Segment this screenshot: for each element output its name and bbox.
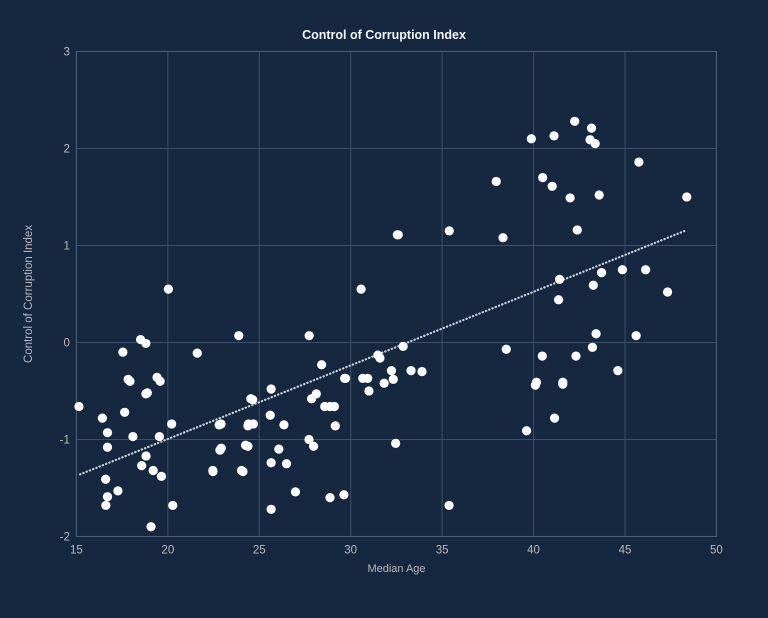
svg-text:50: 50	[710, 544, 723, 556]
svg-text:3: 3	[63, 46, 69, 58]
svg-text:0: 0	[63, 337, 69, 349]
svg-text:-1: -1	[60, 434, 70, 446]
svg-text:-2: -2	[60, 531, 70, 543]
svg-text:20: 20	[161, 544, 174, 556]
svg-text:40: 40	[527, 544, 540, 556]
svg-text:30: 30	[344, 544, 357, 556]
svg-text:45: 45	[619, 544, 632, 556]
svg-text:1: 1	[63, 240, 69, 252]
svg-text:Control of Corruption Index: Control of Corruption Index	[23, 225, 35, 363]
svg-text:15: 15	[70, 544, 83, 556]
svg-text:25: 25	[253, 544, 266, 556]
svg-text:35: 35	[436, 544, 449, 556]
svg-text:2: 2	[63, 143, 69, 155]
